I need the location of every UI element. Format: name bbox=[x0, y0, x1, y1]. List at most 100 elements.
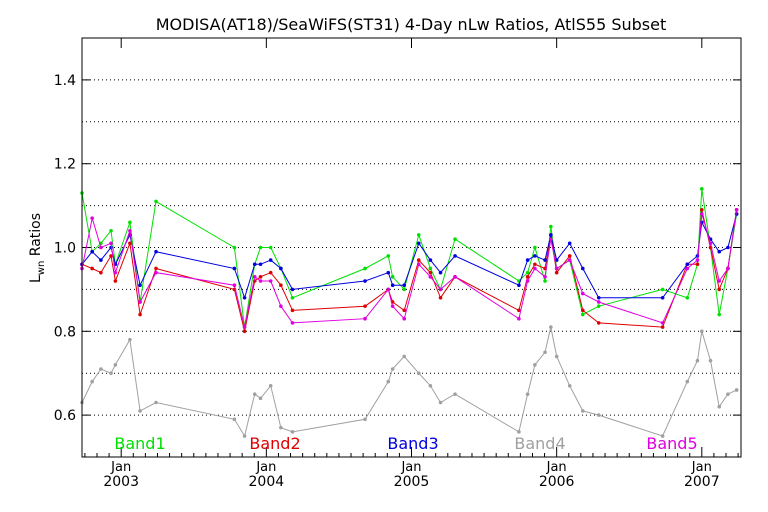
data-point-band2 bbox=[154, 266, 158, 271]
data-point-band5 bbox=[290, 321, 295, 325]
data-point-band2 bbox=[438, 295, 443, 300]
data-point-band5 bbox=[543, 275, 547, 279]
data-point-band2 bbox=[533, 262, 537, 267]
data-point-band4 bbox=[660, 434, 665, 438]
data-point-band4 bbox=[700, 329, 704, 334]
data-point-band4 bbox=[549, 325, 553, 329]
data-point-band4 bbox=[533, 363, 537, 367]
data-point-band2 bbox=[717, 287, 722, 292]
data-point-band2 bbox=[428, 270, 433, 275]
data-point-band3 bbox=[268, 258, 273, 262]
y-tick-label: 1.0 bbox=[54, 241, 76, 257]
data-point-band5 bbox=[695, 258, 700, 262]
data-point-band4 bbox=[517, 430, 521, 434]
x-tick-year-label: 2006 bbox=[539, 474, 575, 490]
data-point-band3 bbox=[554, 258, 559, 262]
data-point-band1 bbox=[268, 245, 273, 250]
data-point-band3 bbox=[685, 262, 690, 267]
data-point-band3 bbox=[717, 249, 722, 254]
data-point-band5 bbox=[258, 279, 263, 283]
data-point-band3 bbox=[290, 287, 295, 292]
data-point-band4 bbox=[416, 371, 421, 376]
data-point-band4 bbox=[290, 430, 295, 434]
data-point-band2 bbox=[99, 270, 103, 275]
data-point-band5 bbox=[109, 241, 113, 246]
data-point-band4 bbox=[543, 350, 547, 355]
data-point-band1 bbox=[402, 287, 407, 292]
data-point-band1 bbox=[128, 220, 132, 225]
data-point-band5 bbox=[438, 287, 443, 292]
data-point-band4 bbox=[109, 371, 113, 376]
data-point-band5 bbox=[402, 316, 407, 321]
data-point-band2 bbox=[90, 266, 94, 271]
data-point-band4 bbox=[580, 409, 585, 413]
data-point-band4 bbox=[242, 434, 247, 438]
data-point-band4 bbox=[390, 367, 395, 371]
data-point-band4 bbox=[279, 425, 283, 430]
data-point-band1 bbox=[258, 245, 263, 250]
data-point-band5 bbox=[390, 304, 395, 308]
data-point-band5 bbox=[717, 279, 722, 283]
data-point-band4 bbox=[685, 379, 690, 384]
data-point-band3 bbox=[232, 266, 237, 271]
data-point-band5 bbox=[279, 304, 283, 308]
data-point-band4 bbox=[90, 379, 94, 384]
data-point-band3 bbox=[154, 249, 158, 254]
data-point-band4 bbox=[258, 396, 263, 401]
data-point-band5 bbox=[386, 287, 391, 292]
data-point-band4 bbox=[99, 367, 103, 371]
data-point-band1 bbox=[428, 266, 433, 271]
data-point-band5 bbox=[580, 291, 585, 296]
data-point-band3 bbox=[402, 283, 407, 288]
data-point-band3 bbox=[90, 249, 94, 254]
data-point-band1 bbox=[533, 245, 537, 250]
data-point-band1 bbox=[453, 237, 457, 241]
data-point-band4 bbox=[695, 358, 700, 363]
data-point-band5 bbox=[416, 262, 421, 267]
data-point-band1 bbox=[154, 199, 158, 204]
data-point-band3 bbox=[453, 254, 457, 258]
data-point-band1 bbox=[232, 245, 237, 250]
data-point-band4 bbox=[717, 404, 722, 409]
data-point-band4 bbox=[386, 379, 391, 384]
y-axis-ticks: 0.6 0.8 1.0 1.2 1.4 bbox=[54, 73, 741, 424]
data-point-band1 bbox=[290, 295, 295, 300]
data-point-band2 bbox=[109, 254, 113, 258]
data-point-band4 bbox=[363, 417, 367, 422]
data-point-band3 bbox=[549, 233, 553, 237]
data-point-band4 bbox=[525, 392, 530, 396]
data-point-band3 bbox=[428, 258, 433, 262]
data-point-band5 bbox=[363, 316, 367, 321]
data-point-band2 bbox=[554, 270, 559, 275]
data-point-band1 bbox=[660, 287, 665, 292]
y-axis-label: Lwn Ratios bbox=[28, 213, 47, 283]
data-point-band5 bbox=[113, 270, 118, 275]
data-point-band3 bbox=[386, 270, 391, 275]
data-point-band3 bbox=[660, 295, 665, 300]
data-point-band1 bbox=[685, 295, 690, 300]
data-point-band5 bbox=[734, 207, 739, 212]
chart-title: MODISA(AT18)/SeaWiFS(ST31) 4-Day nLw Rat… bbox=[156, 15, 667, 34]
data-point-band3 bbox=[279, 266, 283, 271]
data-point-band2 bbox=[525, 275, 530, 279]
data-point-band5 bbox=[700, 212, 704, 216]
data-point-band4 bbox=[567, 383, 572, 388]
data-point-band2 bbox=[279, 283, 283, 288]
data-point-band1 bbox=[549, 224, 553, 229]
data-point-band5 bbox=[99, 245, 103, 250]
data-point-band2 bbox=[580, 308, 585, 313]
data-point-band4 bbox=[252, 392, 257, 396]
data-point-band3 bbox=[726, 245, 730, 250]
y-tick-label: 1.2 bbox=[54, 157, 76, 173]
data-point-band3 bbox=[390, 283, 395, 288]
data-point-band4 bbox=[232, 417, 237, 422]
data-point-band2 bbox=[660, 325, 665, 329]
data-point-band5 bbox=[242, 325, 247, 329]
x-tick-month-label: Jan bbox=[255, 460, 276, 475]
data-point-band5 bbox=[232, 283, 237, 288]
data-point-band3 bbox=[596, 295, 601, 300]
data-point-band5 bbox=[567, 258, 572, 262]
data-point-band3 bbox=[525, 258, 530, 262]
data-point-band1 bbox=[390, 275, 395, 279]
